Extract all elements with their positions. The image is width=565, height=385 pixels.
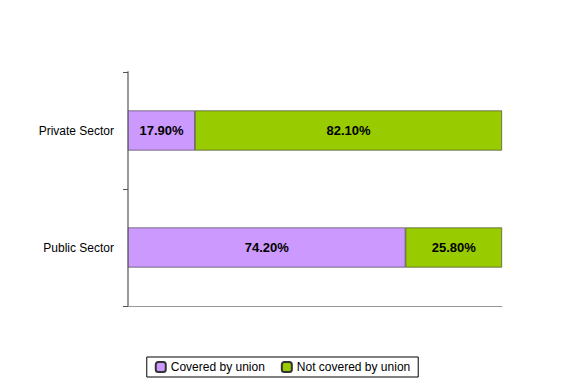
svg-text:17.90%: 17.90% bbox=[139, 123, 184, 138]
svg-text:Covered by union: Covered by union bbox=[171, 360, 265, 374]
svg-text:Not covered by union: Not covered by union bbox=[297, 360, 410, 374]
svg-text:25.80%: 25.80% bbox=[432, 240, 477, 255]
svg-text:82.10%: 82.10% bbox=[326, 123, 371, 138]
svg-text:74.20%: 74.20% bbox=[245, 240, 290, 255]
svg-text:Public Sector: Public Sector bbox=[43, 241, 114, 255]
svg-text:Private Sector: Private Sector bbox=[39, 124, 114, 138]
